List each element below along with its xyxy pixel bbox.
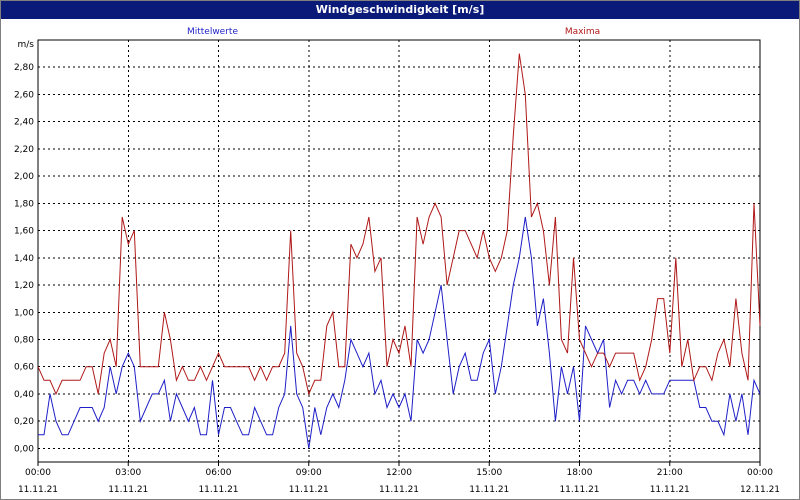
x-tick-time-label: 21:00 [657, 468, 683, 478]
legend-entry-mittelwerte: Mittelwerte [187, 27, 238, 37]
x-tick-time-label: 09:00 [296, 468, 322, 478]
y-tick-label: 0,20 [14, 417, 34, 427]
y-tick-label: 2,00 [14, 172, 34, 182]
grid-layer [37, 40, 761, 466]
x-tick-date-label: 12.11.21 [740, 485, 780, 495]
y-tick-label: 0,40 [14, 390, 34, 400]
x-tick-date-label: 11.11.21 [469, 485, 509, 495]
y-tick-label: 0,80 [14, 335, 34, 345]
x-tick-date-label: 11.11.21 [198, 485, 238, 495]
x-tick-time-label: 03:00 [115, 468, 141, 478]
x-tick-time-label: 18:00 [567, 468, 593, 478]
x-tick-date-label: 11.11.21 [18, 485, 58, 495]
x-tick-date-label: 11.11.21 [559, 485, 599, 495]
series-layer [37, 53, 761, 449]
x-tick-time-label: 00:00 [25, 468, 51, 478]
x-tick-date-label: 11.11.21 [108, 485, 148, 495]
x-tick-time-label: 12:00 [386, 468, 412, 478]
y-tick-label: 2,20 [14, 145, 34, 155]
y-tick-label: 2,80 [14, 63, 34, 73]
y-tick-label: 0,60 [14, 363, 34, 373]
y-tick-label: 0,00 [14, 444, 34, 454]
x-tick-date-label: 11.11.21 [379, 485, 419, 495]
x-tick-date-label: 11.11.21 [650, 485, 690, 495]
legend-entry-maxima: Maxima [565, 27, 600, 37]
x-tick-time-label: 15:00 [476, 468, 502, 478]
series-line-maxima [37, 53, 761, 396]
plot-area [37, 39, 761, 463]
y-tick-label: 1,80 [14, 199, 34, 209]
x-tick-time-label: 06:00 [206, 468, 232, 478]
x-tick-time-label: 00:00 [747, 468, 773, 478]
y-tick-label: 2,60 [14, 90, 34, 100]
y-tick-label: 1,20 [14, 281, 34, 291]
x-tick-date-label: 11.11.21 [289, 485, 329, 495]
y-tick-label: 2,40 [14, 118, 34, 128]
y-axis-label: m/s [18, 40, 35, 50]
y-tick-label: 1,00 [14, 308, 34, 318]
y-tick-label: 1,40 [14, 254, 34, 264]
label-layer: 0,00 0,20 0,40 0,60 0,80 1,00 1,20 1,40 1,60 1,80… [14, 27, 780, 495]
series-line-mittelwerte [38, 216, 761, 449]
y-tick-label: 1,60 [14, 227, 34, 237]
window-title: Windgeschwindigkeit [m/s] [1, 1, 799, 19]
